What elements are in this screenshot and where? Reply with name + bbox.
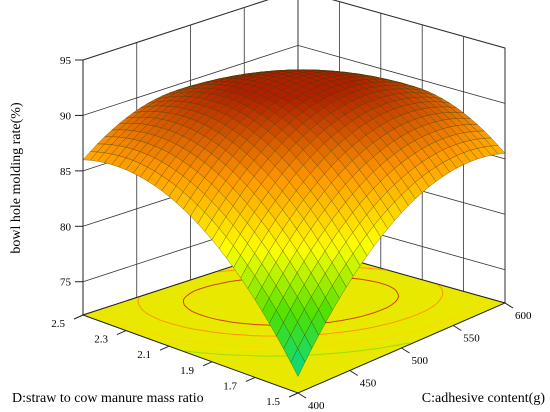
surface-cell: [290, 348, 306, 377]
wall-grid-line: [82, 0, 506, 61]
tick-labels: 75 80 85 90 95 1.5 1.7 1.9 2.1 2.3 2.5 400 450 500 550…: [51, 55, 532, 412]
x-tick-label: 400: [308, 400, 325, 412]
response-surface: [82, 69, 506, 377]
x-tick-label: 550: [463, 333, 480, 345]
z-tick-label: 75: [60, 277, 72, 289]
y-tick-label: 1.5: [266, 396, 280, 408]
x-tick-mark: [349, 370, 359, 376]
y-tick-mark: [73, 314, 84, 320]
x-tick-mark: [452, 325, 462, 331]
y-tick-mark: [159, 345, 170, 351]
x-tick-label: 500: [412, 355, 429, 367]
y-tick-mark: [245, 376, 256, 382]
x-tick-mark: [297, 392, 307, 399]
z-tick-label: 85: [60, 166, 72, 178]
y-tick-mark: [202, 361, 213, 367]
y-tick-label: 1.9: [180, 365, 194, 377]
z-tick-label: 80: [60, 221, 72, 233]
y-axis-title: D:straw to cow manure mass ratio: [12, 391, 204, 406]
y-tick-label: 1.7: [223, 380, 237, 392]
y-tick-label: 2.5: [51, 318, 65, 330]
x-tick-mark: [401, 347, 410, 354]
z-tick-label: 95: [60, 55, 72, 67]
y-tick-label: 2.3: [94, 334, 108, 346]
x-axis-title: C:adhesive content(g): [422, 391, 546, 406]
z-axis-title: bowl hole molding rate(%): [9, 102, 24, 254]
y-tick-label: 2.1: [137, 349, 151, 361]
x-tick-mark: [504, 302, 514, 309]
x-tick-label: 450: [360, 378, 377, 390]
z-tick-label: 90: [60, 110, 72, 122]
x-tick-label: 600: [515, 310, 532, 322]
y-tick-mark: [288, 392, 299, 398]
y-tick-mark: [116, 330, 127, 336]
